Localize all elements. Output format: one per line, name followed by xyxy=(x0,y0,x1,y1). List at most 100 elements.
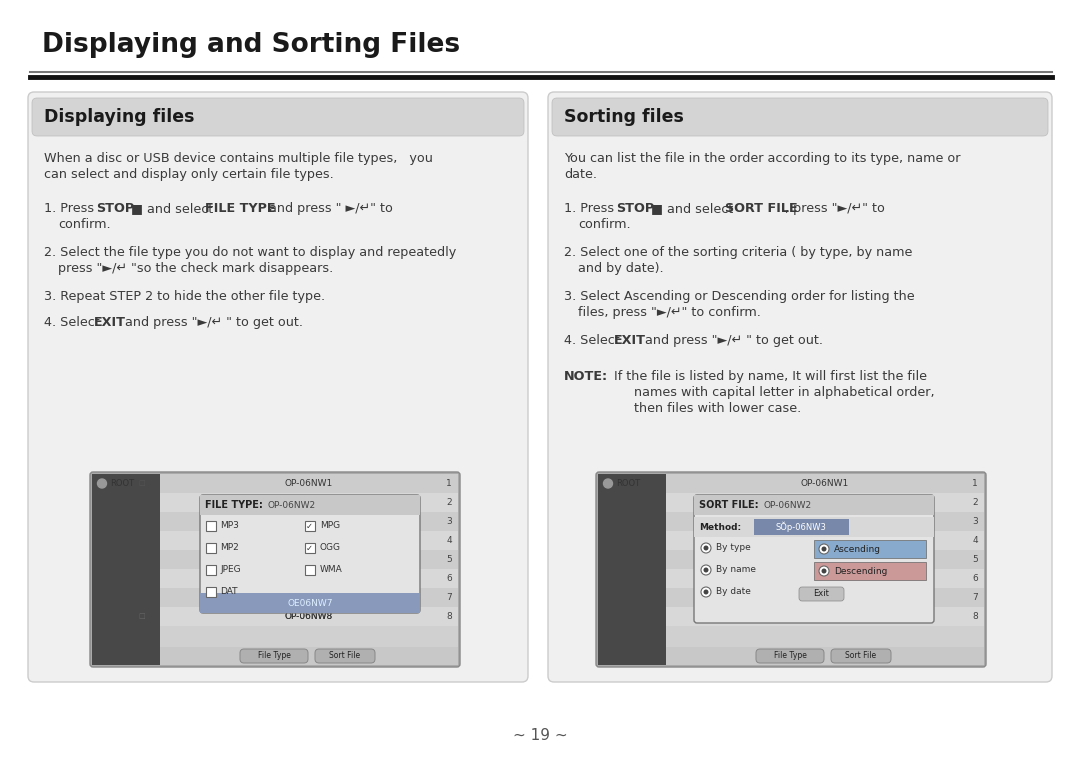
FancyBboxPatch shape xyxy=(552,98,1048,136)
Text: ROOT: ROOT xyxy=(110,479,134,488)
Text: □: □ xyxy=(138,481,145,486)
Text: 3: 3 xyxy=(972,517,978,526)
Bar xyxy=(694,495,934,515)
Text: 6: 6 xyxy=(446,574,453,583)
Circle shape xyxy=(703,546,708,550)
Text: and press "►/↵ " to get out.: and press "►/↵ " to get out. xyxy=(642,334,823,347)
Text: OP-06NW2: OP-06NW2 xyxy=(764,501,812,510)
Text: OP-06NW1: OP-06NW1 xyxy=(801,479,849,488)
Text: then files with lower case.: then files with lower case. xyxy=(610,402,801,415)
Bar xyxy=(814,540,926,558)
Bar xyxy=(160,531,458,550)
FancyBboxPatch shape xyxy=(28,92,528,682)
Text: 1: 1 xyxy=(446,479,453,488)
Bar xyxy=(200,495,420,515)
Text: 3. Select Ascending or Descending order for listing the: 3. Select Ascending or Descending order … xyxy=(564,290,915,303)
Bar xyxy=(160,647,458,665)
Text: ROOT: ROOT xyxy=(616,479,640,488)
Text: 4: 4 xyxy=(446,536,453,545)
Text: 8: 8 xyxy=(446,612,453,621)
Text: File Type: File Type xyxy=(257,652,291,661)
Text: names with capital letter in alphabetical order,: names with capital letter in alphabetica… xyxy=(610,386,934,399)
Text: ~ 19 ~: ~ 19 ~ xyxy=(513,728,567,742)
Bar xyxy=(666,569,984,588)
Text: DAT: DAT xyxy=(220,588,238,597)
Text: 3. Repeat STEP 2 to hide the other file type.: 3. Repeat STEP 2 to hide the other file … xyxy=(44,290,325,303)
Text: STOP: STOP xyxy=(616,202,654,215)
Text: and by date).: and by date). xyxy=(578,262,663,275)
FancyBboxPatch shape xyxy=(694,495,934,623)
Text: 1. Press: 1. Press xyxy=(564,202,618,215)
Text: You can list the file in the order according to its type, name or: You can list the file in the order accor… xyxy=(564,152,960,165)
Text: Method:: Method: xyxy=(699,523,741,532)
Text: OP-06NW2: OP-06NW2 xyxy=(285,498,333,507)
Text: Sort File: Sort File xyxy=(846,652,877,661)
Text: SORT FILE: SORT FILE xyxy=(725,202,798,215)
Bar xyxy=(598,474,666,665)
Text: ■ and select: ■ and select xyxy=(127,202,217,215)
Bar xyxy=(160,607,458,626)
Text: OP-06NW4: OP-06NW4 xyxy=(285,536,333,545)
Text: OP-06NW8: OP-06NW8 xyxy=(285,612,333,621)
Text: OP-06NW6: OP-06NW6 xyxy=(801,574,849,583)
Text: When a disc or USB device contains multiple file types,   you: When a disc or USB device contains multi… xyxy=(44,152,433,165)
Circle shape xyxy=(97,479,107,488)
Circle shape xyxy=(819,544,829,554)
Text: 4: 4 xyxy=(972,536,978,545)
Text: 7: 7 xyxy=(972,593,978,602)
Text: ✓: ✓ xyxy=(306,521,313,530)
Text: OP-06NW6: OP-06NW6 xyxy=(285,574,333,583)
Bar xyxy=(160,512,458,531)
Text: SŎp-06NW3: SŎp-06NW3 xyxy=(775,522,826,532)
Text: Sorting files: Sorting files xyxy=(564,108,684,126)
FancyBboxPatch shape xyxy=(90,472,460,667)
Text: 2. Select the file type you do not want to display and repeatedly: 2. Select the file type you do not want … xyxy=(44,246,456,259)
Text: date.: date. xyxy=(564,168,597,181)
Bar xyxy=(666,647,984,665)
Text: 8: 8 xyxy=(972,612,978,621)
Text: □: □ xyxy=(138,613,145,620)
FancyBboxPatch shape xyxy=(799,587,843,601)
Text: OP-06NW2: OP-06NW2 xyxy=(801,498,849,507)
Text: OP-06NW3: OP-06NW3 xyxy=(285,517,333,526)
Text: MP3: MP3 xyxy=(220,521,239,530)
Text: Descending: Descending xyxy=(834,566,888,575)
FancyBboxPatch shape xyxy=(756,649,824,663)
Text: NOTE:: NOTE: xyxy=(564,370,608,383)
Bar xyxy=(160,588,458,607)
Bar xyxy=(206,565,216,575)
Text: OE06NW7: OE06NW7 xyxy=(287,598,333,607)
Text: 2: 2 xyxy=(446,498,453,507)
Text: File Type: File Type xyxy=(773,652,807,661)
Bar xyxy=(666,531,984,550)
Circle shape xyxy=(822,546,826,552)
Bar xyxy=(305,543,315,553)
Bar xyxy=(666,550,984,569)
Bar xyxy=(200,593,420,613)
Text: By date: By date xyxy=(716,588,751,597)
Circle shape xyxy=(701,565,711,575)
Bar xyxy=(206,543,216,553)
FancyBboxPatch shape xyxy=(596,472,986,667)
Text: ✓: ✓ xyxy=(306,543,313,552)
Text: OP-06NW2: OP-06NW2 xyxy=(268,501,316,510)
Text: OP-06NW7: OP-06NW7 xyxy=(285,593,333,602)
Bar xyxy=(160,493,458,512)
Text: EXIT: EXIT xyxy=(615,334,646,347)
Bar xyxy=(666,474,984,493)
Bar xyxy=(666,474,984,665)
Bar xyxy=(305,565,315,575)
FancyBboxPatch shape xyxy=(315,649,375,663)
Text: By name: By name xyxy=(716,565,756,575)
Text: can select and display only certain file types.: can select and display only certain file… xyxy=(44,168,334,181)
Text: 6: 6 xyxy=(972,574,978,583)
FancyBboxPatch shape xyxy=(548,92,1052,682)
Circle shape xyxy=(604,479,612,488)
Text: 1. Press: 1. Press xyxy=(44,202,98,215)
Bar xyxy=(666,512,984,531)
Text: 5: 5 xyxy=(972,555,978,564)
FancyBboxPatch shape xyxy=(831,649,891,663)
Text: OP-06NW8: OP-06NW8 xyxy=(285,612,333,621)
Text: By type: By type xyxy=(716,543,751,552)
Text: OP-06NW3: OP-06NW3 xyxy=(801,517,849,526)
